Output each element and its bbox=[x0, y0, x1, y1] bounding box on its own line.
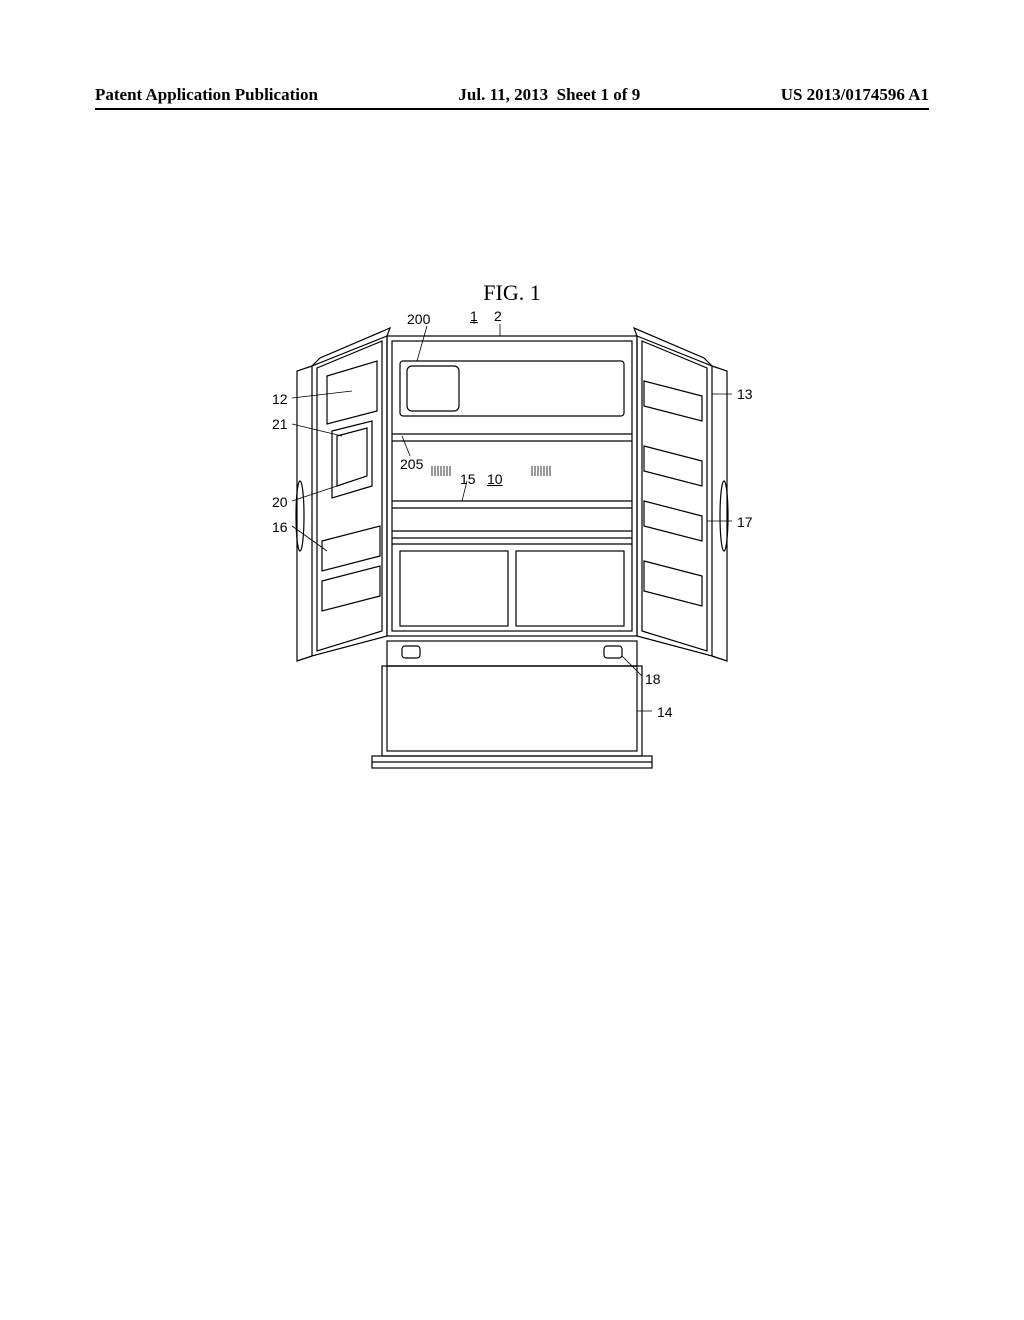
header-publication: Patent Application Publication bbox=[95, 85, 318, 105]
header-patent-number: US 2013/0174596 A1 bbox=[781, 85, 929, 105]
header-date-sheet: Jul. 11, 2013 Sheet 1 of 9 bbox=[458, 85, 640, 105]
figure-title: FIG. 1 bbox=[0, 280, 1024, 306]
ref-label-18: 18 bbox=[645, 671, 661, 687]
ref-label-15: 15 bbox=[460, 471, 476, 487]
ref-label-205: 205 bbox=[400, 456, 423, 472]
ref-label-1: 1 bbox=[470, 308, 478, 324]
ref-label-17: 17 bbox=[737, 514, 753, 530]
figure-container: FIG. 1 bbox=[0, 280, 1024, 791]
page-header: Patent Application Publication Jul. 11, … bbox=[0, 85, 1024, 105]
ref-label-14: 14 bbox=[657, 704, 673, 720]
ref-label-2: 2 bbox=[494, 308, 502, 324]
ref-label-13: 13 bbox=[737, 386, 753, 402]
ref-label-200: 200 bbox=[407, 311, 430, 327]
ref-label-12: 12 bbox=[272, 391, 288, 407]
ref-label-20: 20 bbox=[272, 494, 288, 510]
ref-label-21: 21 bbox=[272, 416, 288, 432]
refrigerator-diagram bbox=[242, 316, 782, 786]
header-divider bbox=[95, 108, 929, 110]
ref-label-16: 16 bbox=[272, 519, 288, 535]
patent-drawing: 1 2 200 12 21 20 16 205 15 10 13 17 18 1… bbox=[242, 316, 782, 786]
ref-label-10: 10 bbox=[487, 471, 503, 487]
